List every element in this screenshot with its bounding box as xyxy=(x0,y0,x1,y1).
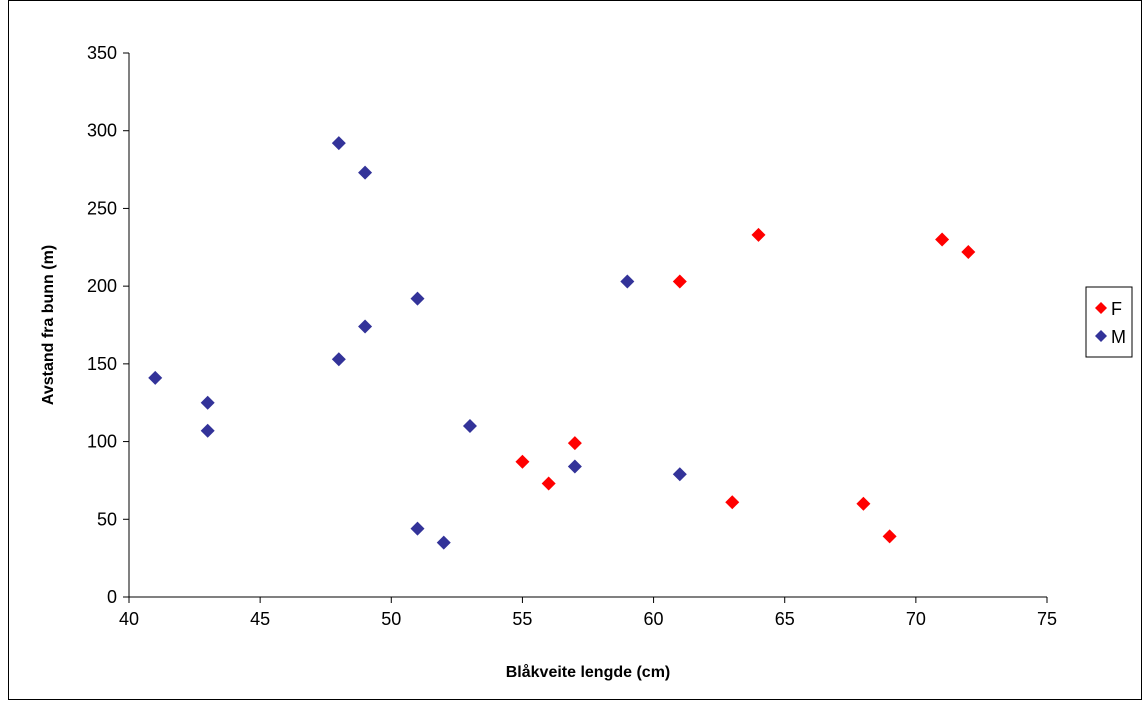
y-tick-label: 300 xyxy=(87,121,117,141)
data-point-m xyxy=(331,136,346,151)
data-point-m xyxy=(567,459,582,474)
data-point-m xyxy=(620,274,635,289)
scatter-chart: 0 50 100 150 200 250 300 350 40 45 50 55 60 65 70 75 B… xyxy=(40,43,1133,681)
y-axis-title: Avstand fra bunn (m) xyxy=(40,245,57,405)
x-tick-label: 70 xyxy=(906,609,926,629)
chart-frame: 0 50 100 150 200 250 300 350 40 45 50 55 60 65 70 75 B… xyxy=(8,0,1142,700)
legend-marker-f xyxy=(1095,302,1107,314)
data-point-m xyxy=(200,395,215,410)
x-tick-label: 65 xyxy=(775,609,795,629)
data-point-f xyxy=(856,496,871,511)
x-tick-label: 50 xyxy=(381,609,401,629)
data-point-m xyxy=(410,291,425,306)
x-tick-label: 60 xyxy=(644,609,664,629)
legend-marker-m xyxy=(1095,330,1107,342)
legend-label-m: M xyxy=(1111,327,1126,347)
data-point-m xyxy=(462,419,477,434)
legend: F M xyxy=(1085,286,1133,358)
data-point-f xyxy=(751,227,766,242)
data-point-f xyxy=(515,454,530,469)
y-tick-label: 200 xyxy=(87,276,117,296)
data-point-m xyxy=(672,467,687,482)
data-point-f xyxy=(672,274,687,289)
y-tick-label: 0 xyxy=(107,587,117,607)
data-point-m xyxy=(410,521,425,536)
x-tick-label: 40 xyxy=(119,609,139,629)
x-tick-label: 45 xyxy=(250,609,270,629)
x-axis-ticks: 40 45 50 55 60 65 70 75 xyxy=(119,597,1057,629)
data-point-f xyxy=(882,529,897,544)
data-point-f xyxy=(567,436,582,451)
data-point-f xyxy=(725,495,740,510)
y-axis-ticks: 0 50 100 150 200 250 300 350 xyxy=(87,43,129,607)
data-point-m xyxy=(148,370,163,385)
legend-label-f: F xyxy=(1111,299,1122,319)
data-point-m xyxy=(200,423,215,438)
data-points xyxy=(148,136,976,550)
x-tick-label: 75 xyxy=(1037,609,1057,629)
data-point-f xyxy=(541,476,556,491)
x-tick-label: 55 xyxy=(512,609,532,629)
y-tick-label: 250 xyxy=(87,198,117,218)
data-point-m xyxy=(436,535,451,550)
data-point-m xyxy=(358,319,373,334)
y-tick-label: 150 xyxy=(87,354,117,374)
data-point-m xyxy=(358,165,373,180)
y-tick-label: 350 xyxy=(87,43,117,63)
y-tick-label: 50 xyxy=(97,509,117,529)
legend-box xyxy=(1085,286,1133,358)
data-point-f xyxy=(961,244,976,259)
data-point-m xyxy=(331,352,346,367)
data-point-f xyxy=(935,232,950,247)
y-tick-label: 100 xyxy=(87,432,117,452)
x-axis-title: Blåkveite lengde (cm) xyxy=(506,663,671,681)
